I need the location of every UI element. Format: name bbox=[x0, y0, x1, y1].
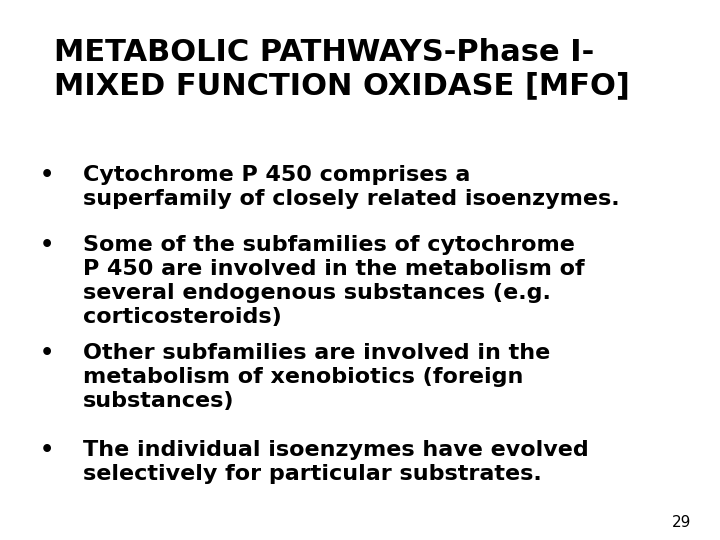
Text: Other subfamilies are involved in the
metabolism of xenobiotics (foreign
substan: Other subfamilies are involved in the me… bbox=[83, 343, 550, 411]
Text: METABOLIC PATHWAYS-Phase I-
MIXED FUNCTION OXIDASE [MFO]: METABOLIC PATHWAYS-Phase I- MIXED FUNCTI… bbox=[54, 38, 630, 100]
Text: 29: 29 bbox=[672, 515, 691, 530]
Text: •: • bbox=[40, 440, 54, 460]
Text: Some of the subfamilies of cytochrome
P 450 are involved in the metabolism of
se: Some of the subfamilies of cytochrome P … bbox=[83, 235, 585, 327]
Text: •: • bbox=[40, 235, 54, 255]
Text: •: • bbox=[40, 343, 54, 363]
Text: Cytochrome P 450 comprises a
superfamily of closely related isoenzymes.: Cytochrome P 450 comprises a superfamily… bbox=[83, 165, 619, 208]
Text: The individual isoenzymes have evolved
selectively for particular substrates.: The individual isoenzymes have evolved s… bbox=[83, 440, 588, 484]
Text: •: • bbox=[40, 165, 54, 185]
